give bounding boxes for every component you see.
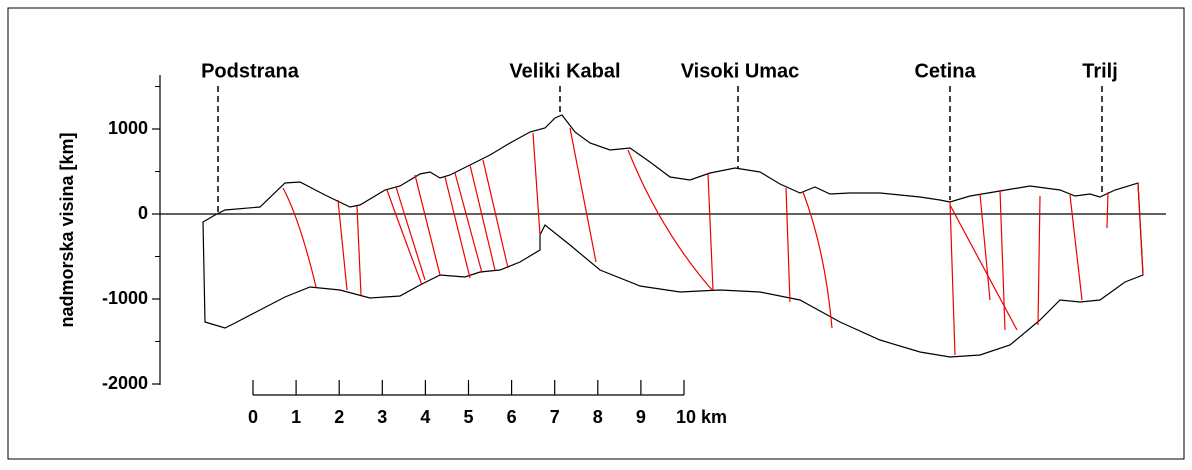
scale-label: 0 [248, 407, 258, 427]
place-label: Visoki Umac [681, 60, 800, 82]
y-axis-label: nadmorska visina [km] [57, 132, 77, 327]
scale-label: 1 [291, 407, 301, 427]
scale-label: 8 [593, 407, 603, 427]
place-label: Trilj [1082, 60, 1118, 82]
faults [283, 128, 1143, 355]
scale-label: 3 [377, 407, 387, 427]
scale-label: 2 [334, 407, 344, 427]
scale-label: 6 [507, 407, 517, 427]
scale-label: 10 km [676, 407, 727, 427]
scale-label: 5 [463, 407, 473, 427]
place-lines [218, 86, 1102, 212]
y-tick-label: -1000 [102, 288, 148, 308]
scale-label: 7 [550, 407, 560, 427]
place-label: Podstrana [201, 60, 300, 82]
y-tick-label: 0 [138, 203, 148, 223]
scale-label: 9 [636, 407, 646, 427]
place-label: Cetina [914, 60, 976, 82]
scale-label: 4 [420, 407, 430, 427]
figure: nadmorska visina [km] 1000 0 -1000 -2000 0 1 2… [0, 0, 1192, 465]
y-tick-label: -2000 [102, 373, 148, 393]
place-label: Veliki Kabal [509, 60, 620, 82]
y-tick-label: 1000 [108, 118, 148, 138]
